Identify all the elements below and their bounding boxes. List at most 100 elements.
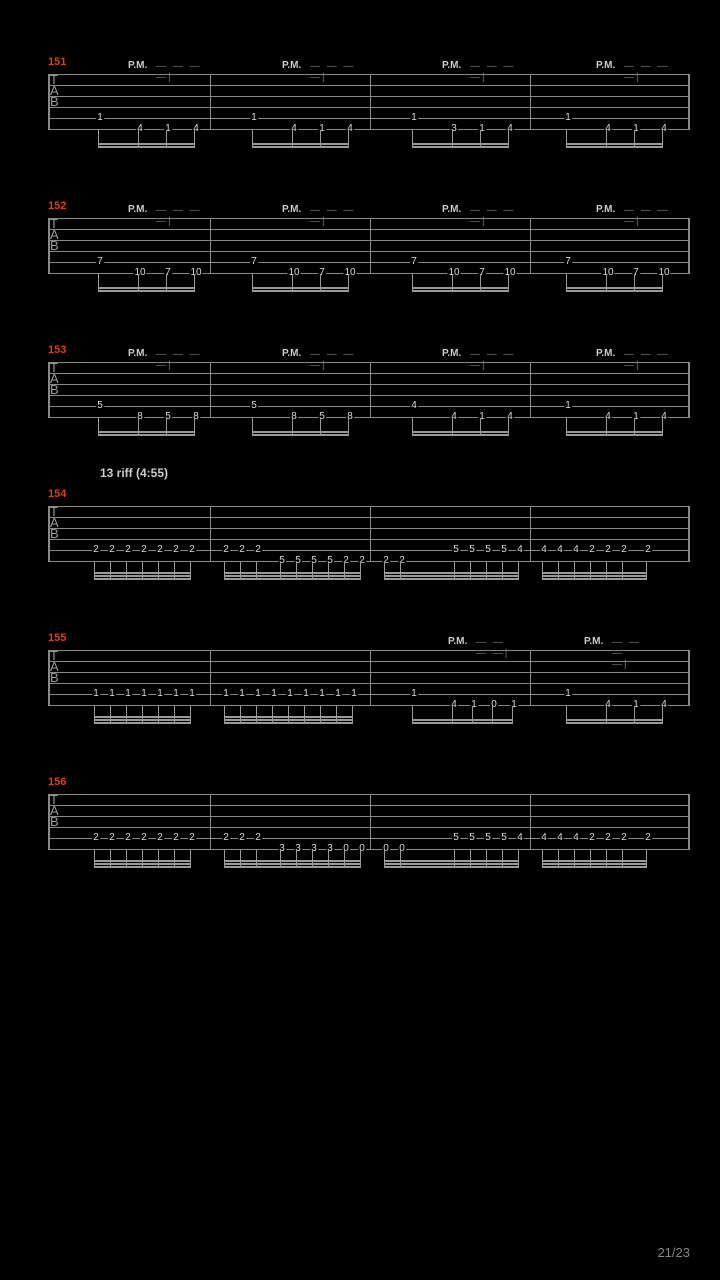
fret-number: 1 [108, 689, 116, 699]
barline [370, 794, 371, 849]
fret-number: 1 [564, 113, 572, 123]
fret-number: 2 [140, 833, 148, 843]
beam-row [48, 706, 690, 732]
pm-label: P.M. [596, 60, 615, 71]
beam-group [98, 274, 194, 292]
tab-system: P.M.— — — —|P.M.— — — —|P.M.— — — —|P.M.… [30, 348, 690, 444]
tab-system: P.M.— — — —|P.M.— — — —|P.M.— — — —|P.M.… [30, 204, 690, 300]
fret-number: 1 [254, 689, 262, 699]
beam-group [412, 130, 508, 148]
fret-number: 1 [270, 689, 278, 699]
beam-group [412, 274, 508, 292]
tab-staff: 1111111111111111141011414 [48, 650, 690, 706]
fret-number: 7 [96, 257, 104, 267]
beam-group [252, 130, 348, 148]
barline [370, 74, 371, 129]
fret-number: 2 [124, 545, 132, 555]
fret-number: 1 [92, 689, 100, 699]
fret-number: 4 [556, 545, 564, 555]
tab-staff: 222222222255552222555544442222 [48, 506, 690, 562]
beam-group [98, 130, 194, 148]
barline [210, 650, 211, 705]
fret-number: 1 [318, 689, 326, 699]
fret-number: 2 [254, 545, 262, 555]
barline [210, 74, 211, 129]
pm-label: P.M. [596, 204, 615, 215]
fret-number: 2 [188, 833, 196, 843]
fret-number: 1 [188, 689, 196, 699]
tab-system: 13 riff (4:55)154TAB22222222225555222255… [30, 492, 690, 588]
beam-row [48, 850, 690, 876]
barline [530, 74, 531, 129]
pm-row: P.M.— — — —|P.M.— — — —| [48, 636, 690, 650]
pm-label: P.M. [596, 348, 615, 359]
fret-number: 2 [588, 545, 596, 555]
beam-group [224, 850, 360, 868]
measure-number: 151 [48, 56, 66, 68]
beam-group [566, 130, 662, 148]
pm-label: P.M. [282, 348, 301, 359]
fret-number: 1 [564, 401, 572, 411]
beam-group [224, 706, 352, 724]
fret-number: 2 [108, 545, 116, 555]
barline [530, 650, 531, 705]
fret-number: 5 [468, 545, 476, 555]
beam-group [252, 274, 348, 292]
fret-number: 2 [124, 833, 132, 843]
beam-row [48, 418, 690, 444]
fret-number: 4 [410, 401, 418, 411]
fret-number: 1 [564, 689, 572, 699]
fret-number: 5 [452, 545, 460, 555]
barline [370, 506, 371, 561]
fret-number: 5 [500, 833, 508, 843]
beam-group [542, 562, 646, 580]
fret-number: 1 [156, 689, 164, 699]
fret-number: 2 [222, 833, 230, 843]
measure-number: 156 [48, 776, 66, 788]
tab-staff: 710710710710710710710710 [48, 218, 690, 274]
beam-group [94, 706, 190, 724]
barline [370, 362, 371, 417]
pm-row [48, 780, 690, 794]
fret-number: 2 [588, 833, 596, 843]
measure-number: 153 [48, 344, 66, 356]
fret-number: 4 [572, 833, 580, 843]
fret-number: 1 [140, 689, 148, 699]
beam-group [412, 418, 508, 436]
section-label: 13 riff (4:55) [100, 466, 168, 480]
fret-number: 5 [96, 401, 104, 411]
fret-number: 2 [108, 833, 116, 843]
fret-number: 2 [140, 545, 148, 555]
tab-sheet: P.M.— — — —|P.M.— — — —|P.M.— — — —|P.M.… [0, 0, 720, 876]
fret-number: 4 [516, 545, 524, 555]
barline [210, 362, 211, 417]
fret-number: 4 [540, 833, 548, 843]
fret-number: 1 [172, 689, 180, 699]
beam-group [566, 706, 662, 724]
fret-number: 5 [484, 545, 492, 555]
fret-number: 5 [484, 833, 492, 843]
beam-row [48, 274, 690, 300]
pm-label: P.M. [128, 60, 147, 71]
beam-group [384, 562, 518, 580]
pm-label: P.M. [442, 204, 461, 215]
barline [370, 218, 371, 273]
beam-group [384, 850, 518, 868]
fret-number: 2 [644, 833, 652, 843]
tab-system: 156TAB222222222233330000555544442222 [30, 780, 690, 876]
beam-group [98, 418, 194, 436]
fret-number: 1 [96, 113, 104, 123]
pm-row: P.M.— — — —|P.M.— — — —|P.M.— — — —|P.M.… [48, 60, 690, 74]
fret-number: 1 [302, 689, 310, 699]
fret-number: 2 [92, 833, 100, 843]
fret-number: 2 [604, 833, 612, 843]
fret-number: 1 [334, 689, 342, 699]
fret-number: 1 [410, 689, 418, 699]
tab-staff: 5858585844141414 [48, 362, 690, 418]
fret-number: 5 [500, 545, 508, 555]
fret-number: 2 [620, 545, 628, 555]
fret-number: 1 [250, 113, 258, 123]
fret-number: 2 [604, 545, 612, 555]
fret-number: 1 [222, 689, 230, 699]
beam-group [542, 850, 646, 868]
